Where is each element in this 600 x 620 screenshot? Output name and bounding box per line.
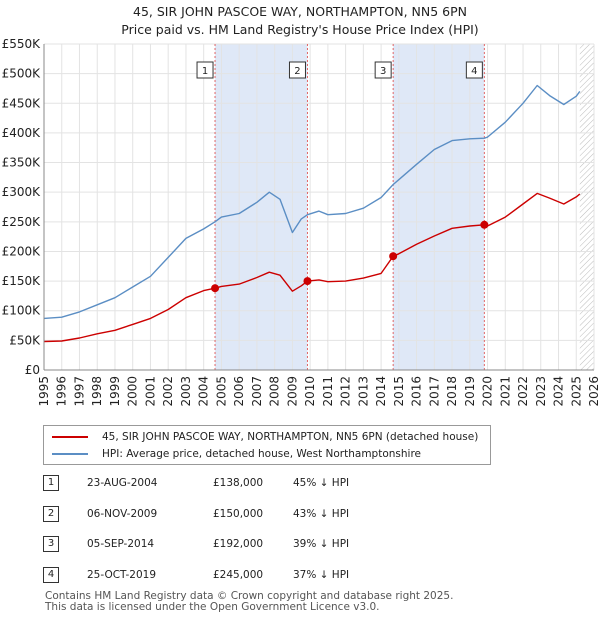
- x-tick-label: 2012: [339, 376, 353, 407]
- sale-point: [303, 277, 312, 286]
- x-tick-label: 2023: [534, 376, 548, 407]
- transaction-date: 06-NOV-2009: [87, 508, 158, 520]
- y-tick-label: £300K: [2, 185, 42, 199]
- x-tick-label: 2009: [285, 376, 299, 407]
- x-tick-label: 2008: [268, 376, 282, 407]
- x-tick-label: 2025: [569, 376, 583, 407]
- transaction-date: 23-AUG-2004: [87, 477, 158, 489]
- x-tick-label: 1997: [72, 376, 86, 407]
- x-tick-label: 1996: [55, 376, 69, 407]
- x-tick-label: 2014: [374, 376, 388, 407]
- transaction-hpi: 39% ↓ HPI: [293, 538, 350, 550]
- forecast-hatch: [579, 44, 594, 370]
- y-tick-label: £400K: [2, 126, 42, 140]
- transaction-number: 2: [43, 506, 59, 522]
- legend-label-property: 45, SIR JOHN PASCOE WAY, NORTHAMPTON, NN…: [102, 431, 479, 443]
- y-tick-label: £100K: [2, 304, 42, 318]
- x-tick-label: 2003: [179, 376, 193, 407]
- x-tick-label: 1995: [37, 376, 51, 407]
- y-tick-label: £500K: [2, 67, 42, 81]
- y-tick-label: £450K: [2, 96, 42, 110]
- x-tick-label: 2024: [552, 376, 566, 407]
- transaction-hpi: 37% ↓ HPI: [293, 569, 350, 581]
- hpi-line: [43, 84, 581, 320]
- x-tick-label: 2015: [392, 376, 406, 407]
- x-tick-label: 2010: [303, 376, 317, 407]
- sale-point: [480, 220, 489, 229]
- property-line: [43, 192, 581, 343]
- x-tick-label: 2017: [427, 376, 441, 407]
- x-tick-label: 2021: [498, 376, 512, 407]
- x-tick-label: 2002: [161, 376, 175, 407]
- legend-item-hpi: HPI: Average price, detached house, West…: [52, 446, 421, 462]
- y-tick-label: £350K: [2, 156, 42, 170]
- x-tick-label: 2018: [445, 376, 459, 407]
- x-tick-label: 2000: [126, 376, 140, 407]
- legend-label-hpi: HPI: Average price, detached house, West…: [102, 448, 421, 460]
- marker-label: 3: [380, 66, 386, 77]
- legend-swatch-property: [52, 436, 88, 438]
- legend: 45, SIR JOHN PASCOE WAY, NORTHAMPTON, NN…: [43, 425, 491, 465]
- x-tick-label: 2020: [481, 376, 495, 407]
- transaction-price: £138,000: [213, 477, 264, 489]
- transaction-hpi: 43% ↓ HPI: [293, 508, 350, 520]
- marker-label: 2: [294, 66, 300, 77]
- transaction-price: £150,000: [213, 508, 264, 520]
- footer-line: Contains HM Land Registry data © Crown c…: [45, 590, 454, 602]
- y-tick-label: £200K: [2, 244, 42, 258]
- legend-swatch-hpi: [52, 453, 88, 455]
- x-tick-label: 1999: [108, 376, 122, 407]
- transaction-date: 05-SEP-2014: [87, 538, 155, 550]
- y-tick-label: £50K: [9, 333, 41, 347]
- x-tick-label: 2005: [214, 376, 228, 407]
- x-tick-label: 2022: [516, 376, 530, 407]
- y-tick-label: £150K: [2, 274, 42, 288]
- legend-item-property: 45, SIR JOHN PASCOE WAY, NORTHAMPTON, NN…: [52, 429, 478, 445]
- shaded-period: [393, 44, 485, 370]
- x-tick-label: 2013: [356, 376, 370, 407]
- price-chart: £0 £50K £100K £150K £200K £250K £300K £350K £400…: [2, 37, 600, 407]
- transaction-date: 25-OCT-2019: [87, 569, 156, 581]
- transaction-price: £245,000: [213, 569, 264, 581]
- marker-box: [465, 61, 483, 79]
- y-tick-label: £0: [25, 363, 40, 377]
- marker-box: [288, 61, 306, 79]
- sale-point: [211, 284, 220, 293]
- x-tick-label: 1998: [90, 376, 104, 407]
- transaction-number: 4: [43, 567, 59, 583]
- x-tick-label: 2006: [232, 376, 246, 407]
- x-tick-label: 2004: [197, 376, 211, 407]
- sale-point: [389, 252, 398, 261]
- y-tick-label: £250K: [2, 215, 42, 229]
- footer-line: This data is licensed under the Open Gov…: [45, 601, 380, 613]
- plot-area: [44, 44, 594, 370]
- x-tick-label: 2007: [250, 376, 264, 407]
- x-tick-label: 2011: [321, 376, 335, 407]
- transaction-price: £192,000: [213, 538, 264, 550]
- marker-label: 1: [202, 66, 208, 77]
- x-tick-label: 2016: [410, 376, 424, 407]
- marker-box: [196, 61, 214, 79]
- marker-box: [374, 61, 392, 79]
- transaction-number: 3: [43, 536, 59, 552]
- transaction-number: 1: [43, 475, 59, 491]
- y-tick-label: £550K: [2, 37, 42, 51]
- chart-subtitle: Price paid vs. HM Land Registry's House …: [121, 22, 479, 37]
- chart-title: 45, SIR JOHN PASCOE WAY, NORTHAMPTON, NN…: [133, 4, 467, 19]
- marker-label: 4: [471, 66, 477, 77]
- x-tick-label: 2026: [587, 376, 600, 407]
- x-tick-label: 2001: [143, 376, 157, 407]
- x-tick-label: 2019: [463, 376, 477, 407]
- shaded-period: [215, 44, 308, 370]
- transaction-hpi: 45% ↓ HPI: [293, 477, 350, 489]
- footer-attribution: Contains HM Land Registry data © Crown c…: [45, 591, 453, 613]
